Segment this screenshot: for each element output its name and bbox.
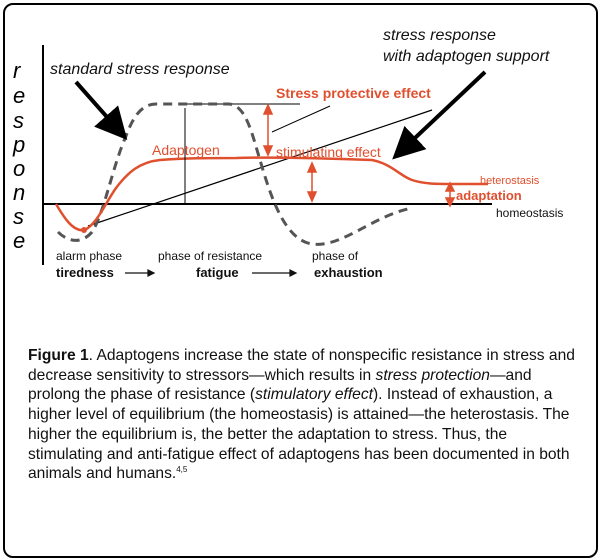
standard-response-label: standard stress response [50, 61, 230, 78]
diagonal-guide-line [87, 109, 433, 227]
adaptogen-pointer-arrow [392, 70, 487, 160]
y-letter: r [13, 58, 22, 83]
phase-label: alarm phase [56, 249, 122, 263]
figure-frame [3, 3, 598, 558]
caption-text: . Adaptogens increase the state of nonsp… [28, 347, 575, 384]
stage-label: exhaustion [314, 265, 383, 280]
y-letter: n [13, 180, 25, 205]
homeostasis-label: homeostasis [496, 206, 563, 220]
adaptogen-label: Adaptogen [152, 142, 220, 158]
caption-emphasis: stress protection [375, 366, 490, 384]
y-letter: o [13, 156, 25, 181]
caption-text: —and prolong the phase of resistance ( [28, 366, 532, 404]
figure-caption: Figure 1. Adaptogens increase the state … [28, 346, 584, 484]
protective-effect-label: Stress protective effect [276, 85, 431, 101]
y-letter: s [13, 204, 24, 229]
adaptogen-start-dot [81, 227, 87, 233]
stimulating-effect-label: stimulating effect [276, 144, 381, 160]
heterostasis-label: heterostasis [480, 175, 540, 187]
effect-arrows [262, 103, 456, 208]
y-letter: e [13, 83, 25, 108]
adaptation-label: adaptation [456, 188, 522, 203]
y-letter: e [13, 228, 25, 253]
y-letter: p [12, 132, 25, 157]
stage-arrows [125, 269, 298, 277]
protective-pointer-line [271, 105, 331, 133]
caption-references: 4,5 [176, 465, 188, 475]
caption-label: Figure 1 [28, 347, 89, 364]
y-letter: s [13, 108, 24, 133]
adaptogen-response-curve [54, 156, 488, 232]
standard-response-curve [56, 102, 413, 246]
adaptogen-support-label-2: with adaptogen support [383, 48, 550, 65]
caption-text: ). Instead of exhaustion, a higher level… [28, 386, 570, 483]
stress-response-diagram: r e s p o n s e standard stress response… [12, 27, 563, 280]
adaptogen-support-label-1: stress response [383, 27, 496, 44]
caption-emphasis: stimulatory effect [255, 386, 373, 404]
y-axis-label: r e s p o n s e [12, 58, 25, 253]
phase-label: phase of resistance [158, 249, 262, 263]
stage-label: tiredness [56, 265, 114, 280]
stage-label: fatigue [196, 265, 239, 280]
standard-pointer-arrow [74, 80, 128, 140]
phase-label: phase of [312, 249, 359, 263]
